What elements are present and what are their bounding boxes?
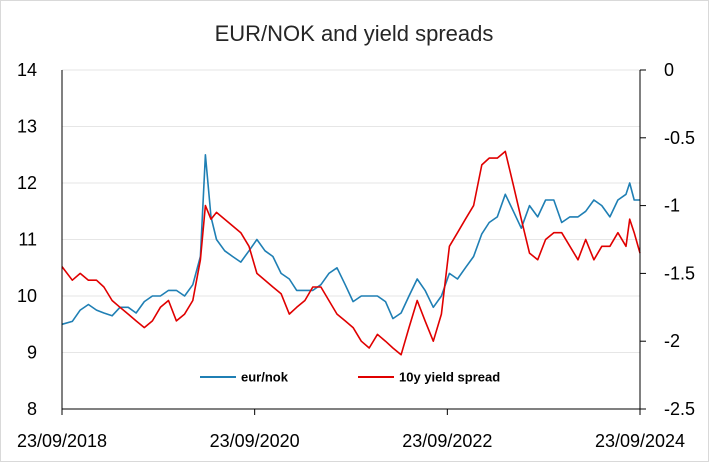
legend: eur/nok 10y yield spread <box>200 370 500 385</box>
y-left-tick-label: 8 <box>27 399 37 419</box>
y-left-tick-label: 13 <box>17 117 37 137</box>
x-tick-label: 23/09/2024 <box>595 431 685 451</box>
series-line-eur-nok <box>61 154 640 326</box>
legend-label: eur/nok <box>241 370 289 385</box>
series-layer <box>61 150 641 356</box>
x-tick-label: 23/09/2020 <box>210 431 300 451</box>
y-right-tick-label: -1.5 <box>664 263 695 283</box>
axes: 8 9 10 11 12 13 14 -2.5 -2 -1.5 -1 -0.5 0 23/09/2018 2… <box>17 60 695 451</box>
chart-title: EUR/NOK and yield spreads <box>215 21 494 46</box>
y-right-tick-label: -1 <box>664 196 680 216</box>
y-left-tick-label: 14 <box>17 60 37 80</box>
y-left-tick-label: 12 <box>17 173 37 193</box>
y-left-tick-label: 11 <box>18 230 37 250</box>
legend-label: 10y yield spread <box>399 370 500 385</box>
y-right-tick-label: -2.5 <box>664 399 695 419</box>
y-left-tick-label: 9 <box>27 343 37 363</box>
y-right-tick-label: 0 <box>664 60 674 80</box>
x-tick-label: 23/09/2022 <box>402 431 492 451</box>
y-left-tick-label: 10 <box>17 286 37 306</box>
gridlines <box>62 69 640 410</box>
y-right-tick-label: -2 <box>664 331 680 351</box>
series-line-10y-yield-spread <box>61 150 641 356</box>
x-tick-label: 23/09/2018 <box>17 431 107 451</box>
y-right-tick-label: -0.5 <box>664 128 695 148</box>
